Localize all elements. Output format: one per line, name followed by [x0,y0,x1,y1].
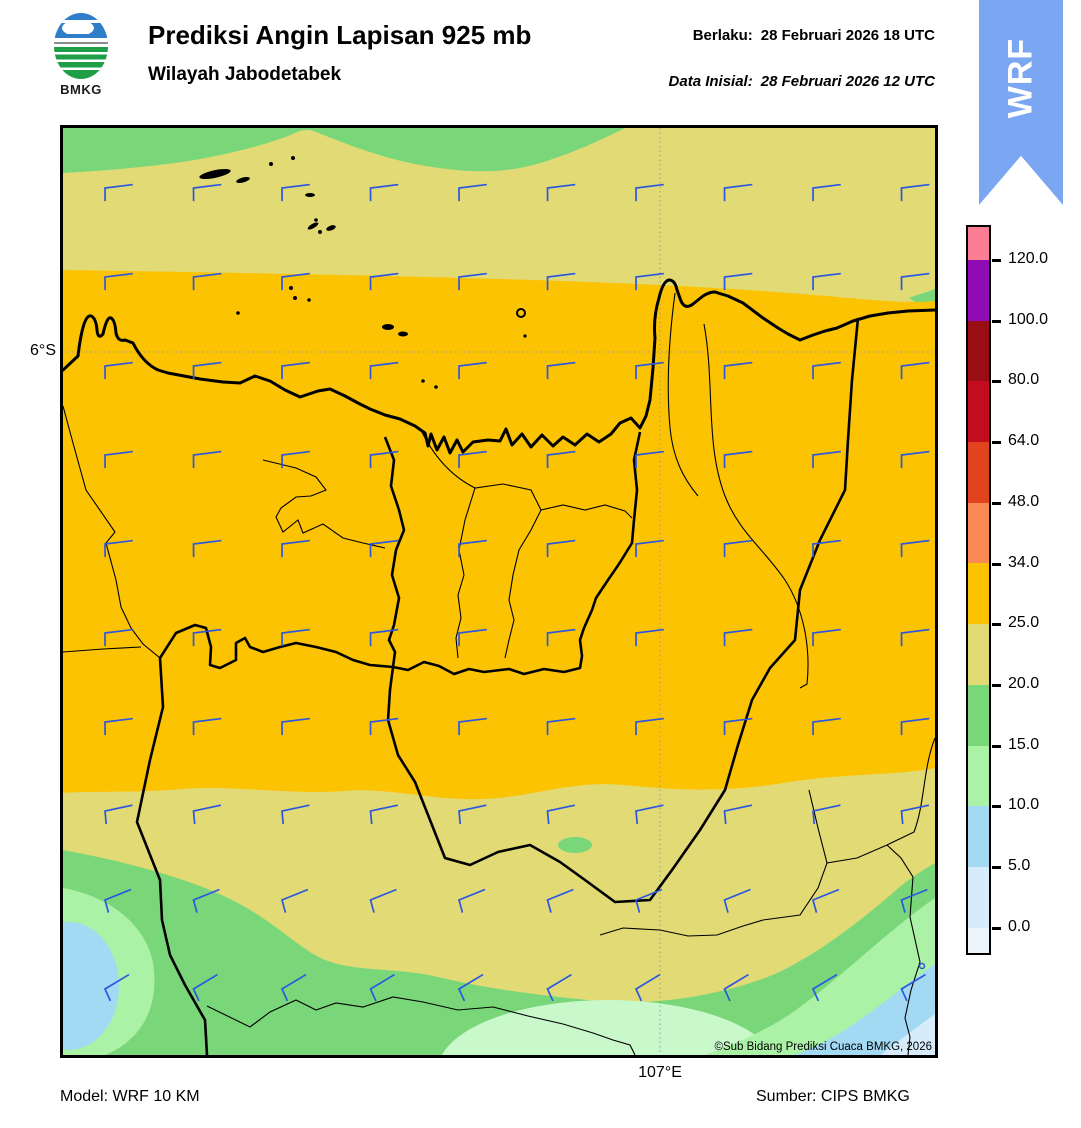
colorbar-segment [968,502,989,564]
colorbar-tick [992,926,1001,930]
colorbar-tick [992,805,1001,809]
coastline [63,278,935,455]
longitude-label: 107°E [638,1064,682,1081]
admin-boundaries-thin [63,292,935,1055]
colorbar-segment [968,806,989,867]
colorbar-tick [992,866,1001,869]
colorbar-tick [992,623,1001,627]
contour-lightergreen-bottom-center [441,1000,775,1055]
wrf-ribbon-text: WRF [1001,37,1040,119]
colorbar-tick [992,441,1001,445]
colorbar-segment [968,320,989,382]
colorbar-gradient [966,225,991,955]
colorbar-segment [968,927,989,953]
colorbar-segment [968,260,989,321]
wind-speed-colorbar: 120.0 100.0 80.0 64.0 48.0 34.0 25.0 20.0 15.0 10… [966,225,1076,965]
colorbar-tick [992,319,1001,323]
map-frame: ©Sub Bidang Prediksi Cuaca BMKG, 2026 [60,125,938,1058]
contour-blue-blob-left [63,922,119,1050]
colorbar-tick-label: 120.0 [1008,250,1049,267]
page-title: Prediksi Angin Lapisan 925 mb [148,20,532,50]
initial-data-label: Data Inisial: [668,73,753,90]
page-subtitle: Wilayah Jabodetabek [148,64,342,85]
colorbar-tick-label: 64.0 [1008,432,1040,450]
small-blue-marker [918,962,926,970]
contour-green-spot [558,837,592,853]
colorbar-tick-label: 80.0 [1008,371,1040,389]
colorbar-tick-label: 100.0 [1008,310,1049,328]
contour-paleblue-corner [881,1014,935,1055]
contour-green-bottom-band [63,850,935,1055]
colorbar-segment [968,745,989,807]
initial-data-time: Data Inisial: 28 Februari 2026 12 UTC [669,73,935,90]
model-info: Model: WRF 10 KM [60,1088,200,1105]
colorbar-segment [968,684,989,746]
colorbar-tick-label: 20.0 [1008,674,1040,692]
islands [199,156,527,389]
colorbar-tick [992,744,1001,748]
bmkg-logo [54,13,108,79]
copyright-note: ©Sub Bidang Prediksi Cuaca BMKG, 2026 [714,1041,932,1053]
colorbar-tick-label: 25.0 [1008,614,1040,632]
colorbar-tick-label: 15.0 [1008,735,1040,753]
valid-time-value: 28 Februari 2026 18 UTC [760,27,935,44]
colorbar-segment [968,624,989,685]
colorbar-tick-label: 34.0 [1008,553,1040,571]
wrf-ribbon: WRF [979,0,1063,205]
colorbar-tick-label: 48.0 [1008,492,1040,510]
colorbar-tick-label: 5.0 [1008,857,1031,874]
colorbar-segment [968,227,989,260]
colorbar-segment [968,442,989,503]
colorbar-tick [992,380,1001,384]
colorbar-tick [992,683,1001,687]
colorbar-segment [968,563,989,625]
latitude-label: 6°S [30,342,56,359]
colorbar-tick-label: 0.0 [1008,917,1031,935]
bmkg-logo-label: BMKG [60,82,102,97]
initial-data-value: 28 Februari 2026 12 UTC [760,73,935,90]
contour-blue-bottom-right [795,964,935,1055]
colorbar-segment [968,381,989,443]
colorbar-tick [992,562,1001,566]
colorbar-tick [992,259,1001,262]
wind-map [63,128,935,1055]
contour-green-top-band [63,128,625,173]
colorbar-tick [992,501,1001,505]
source-info: Sumber: CIPS BMKG [756,1088,910,1105]
valid-time: Berlaku: 28 Februari 2026 18 UTC [693,27,935,44]
colorbar-tick-label: 10.0 [1008,796,1040,814]
wind-barbs [103,183,930,1002]
colorbar-segment [968,866,989,928]
contour-orange-band [63,270,935,800]
valid-time-label: Berlaku: [692,27,753,44]
